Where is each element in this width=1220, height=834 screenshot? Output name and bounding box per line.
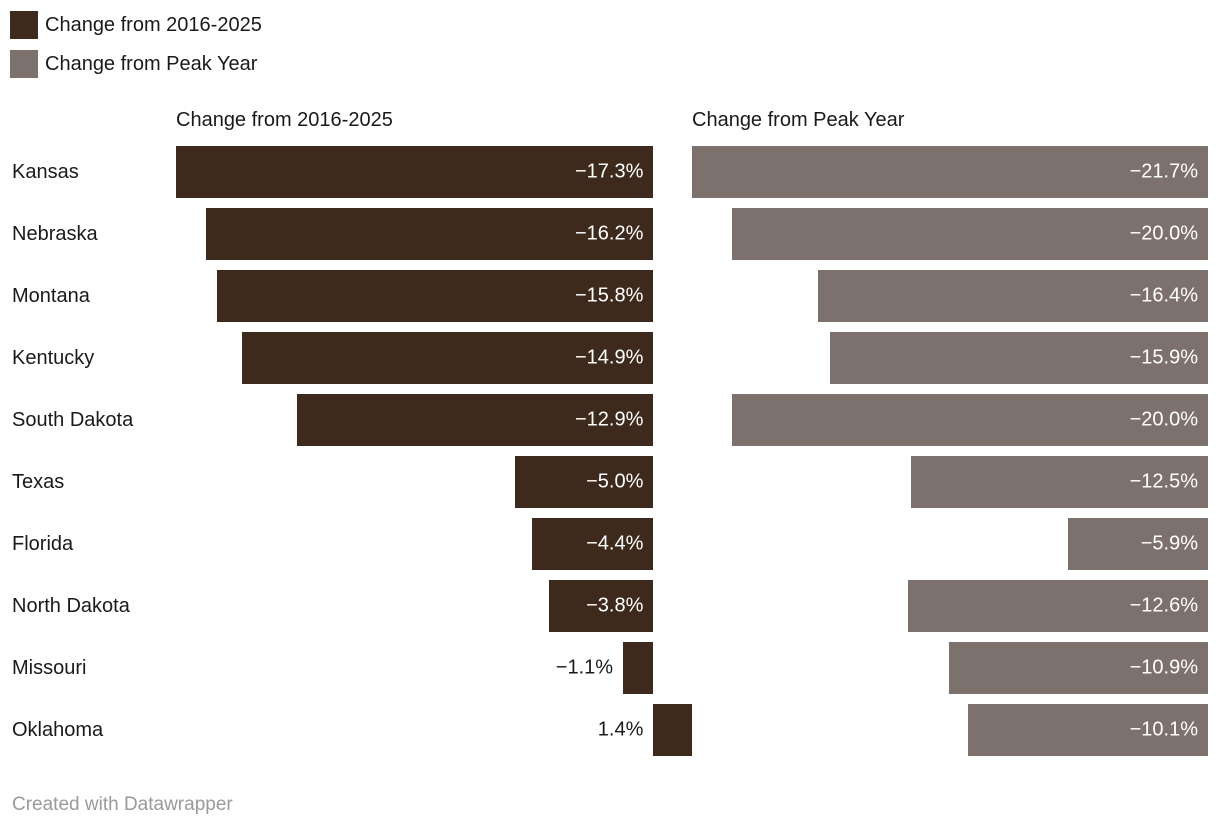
- chart-row: Kentucky −14.9% −15.9%: [0, 332, 1220, 384]
- chart-row: Kansas −17.3% −21.7%: [0, 146, 1220, 198]
- chart-row: North Dakota −3.8% −12.6%: [0, 580, 1220, 632]
- bar-value-label: −15.8%: [574, 284, 644, 307]
- panel-change-from-peak-year: −15.9%: [692, 332, 1208, 384]
- category-label: Florida: [12, 532, 74, 555]
- bar-change-from-peak-year: [908, 580, 1208, 632]
- bar-change-from-2016-2025: [653, 704, 692, 756]
- chart-row: Florida −4.4% −5.9%: [0, 518, 1220, 570]
- bar-change-from-peak-year: [732, 394, 1208, 446]
- panel-change-from-peak-year: −20.0%: [692, 208, 1208, 260]
- bar-value-label: −16.4%: [1129, 284, 1198, 307]
- chart-row: Texas −5.0% −12.5%: [0, 456, 1220, 508]
- bar-value-label: −20.0%: [1129, 222, 1198, 245]
- bar-value-label: −5.0%: [586, 470, 644, 493]
- column-header-right: Change from Peak Year: [692, 109, 905, 131]
- legend-item-change-peak-year: Change from Peak Year: [10, 50, 1220, 78]
- panel-change-from-2016-2025: −17.3%: [176, 146, 692, 198]
- chart-rows: Kansas −17.3% −21.7% Nebraska −16.2% −20.0% Mo…: [0, 146, 1220, 756]
- bar-change-from-peak-year: [910, 456, 1208, 508]
- bar-value-label: −12.9%: [574, 408, 644, 431]
- panel-change-from-peak-year: −5.9%: [692, 518, 1208, 570]
- panel-change-from-peak-year: −12.5%: [692, 456, 1208, 508]
- legend-label: Change from 2016-2025: [45, 14, 262, 36]
- panel-change-from-2016-2025: −16.2%: [176, 208, 692, 260]
- category-label: Kentucky: [12, 346, 95, 369]
- bar-change-from-2016-2025: [217, 270, 654, 322]
- bar-change-from-peak-year: [818, 270, 1208, 322]
- panel-change-from-2016-2025: −1.1%: [176, 642, 692, 694]
- footer: Created with Datawrapper: [12, 794, 1220, 816]
- bar-change-from-2016-2025: [515, 456, 654, 508]
- panel-change-from-2016-2025: −12.9%: [176, 394, 692, 446]
- bar-value-label: −4.4%: [586, 532, 644, 555]
- bar-value-label: −21.7%: [1129, 160, 1198, 183]
- bar-value-label: −14.9%: [574, 346, 644, 369]
- datawrapper-credit-link[interactable]: Created with Datawrapper: [12, 794, 233, 815]
- panel-change-from-peak-year: −10.9%: [692, 642, 1208, 694]
- panel-change-from-2016-2025: 1.4%: [176, 704, 692, 756]
- bar-value-label: −20.0%: [1129, 408, 1198, 431]
- bar-value-label: −15.9%: [1129, 346, 1198, 369]
- legend: Change from 2016-2025 Change from Peak Y…: [0, 0, 1220, 78]
- panel-change-from-peak-year: −10.1%: [692, 704, 1208, 756]
- bar-change-from-peak-year: [692, 146, 1208, 198]
- bar-change-from-peak-year: [732, 208, 1208, 260]
- bar-change-from-2016-2025: [548, 580, 654, 632]
- chart-row: Nebraska −16.2% −20.0%: [0, 208, 1220, 260]
- bar-value-label: −3.8%: [586, 594, 644, 617]
- bar-change-from-peak-year: [829, 332, 1208, 384]
- bar-value-label: −5.9%: [1140, 532, 1198, 555]
- panel-change-from-2016-2025: −15.8%: [176, 270, 692, 322]
- category-label: Missouri: [12, 656, 87, 679]
- chart-row: Montana −15.8% −16.4%: [0, 270, 1220, 322]
- legend-item-change-2016-2025: Change from 2016-2025: [10, 11, 1220, 39]
- category-label: South Dakota: [12, 408, 134, 431]
- bar-value-label: −17.3%: [574, 160, 644, 183]
- bar-change-from-peak-year: [1067, 518, 1208, 570]
- category-label: Kansas: [12, 160, 79, 183]
- bar-value-label: −10.1%: [1129, 718, 1198, 741]
- bar-change-from-2016-2025: [176, 146, 654, 198]
- bar-change-from-peak-year: [948, 642, 1208, 694]
- legend-label: Change from Peak Year: [45, 53, 258, 75]
- category-label: Nebraska: [12, 222, 98, 245]
- panel-change-from-2016-2025: −4.4%: [176, 518, 692, 570]
- column-header-spacer: [0, 107, 176, 133]
- bar-change-from-2016-2025: [206, 208, 654, 260]
- panel-change-from-peak-year: −21.7%: [692, 146, 1208, 198]
- bar-value-label: −12.6%: [1129, 594, 1198, 617]
- bar-change-from-2016-2025: [623, 642, 654, 694]
- bar-value-label: 1.4%: [597, 718, 644, 741]
- bar-change-from-2016-2025: [297, 394, 654, 446]
- bar-change-from-2016-2025: [242, 332, 654, 384]
- category-label: North Dakota: [12, 594, 130, 617]
- legend-swatch-change-2016-2025: [10, 11, 38, 39]
- category-label: Oklahoma: [12, 718, 104, 741]
- category-label: Texas: [12, 470, 65, 493]
- legend-swatch-change-peak-year: [10, 50, 38, 78]
- bar-change-from-peak-year: [967, 704, 1208, 756]
- bar-value-label: −12.5%: [1129, 470, 1198, 493]
- panel-change-from-2016-2025: −5.0%: [176, 456, 692, 508]
- panel-change-from-peak-year: −20.0%: [692, 394, 1208, 446]
- chart-row: Oklahoma 1.4% −10.1%: [0, 704, 1220, 756]
- chart-row: Missouri −1.1% −10.9%: [0, 642, 1220, 694]
- column-header-left: Change from 2016-2025: [176, 109, 393, 131]
- bar-value-label: −1.1%: [555, 656, 614, 679]
- panel-change-from-peak-year: −16.4%: [692, 270, 1208, 322]
- chart-row: South Dakota −12.9% −20.0%: [0, 394, 1220, 446]
- column-headers: Change from 2016-2025 Change from Peak Y…: [0, 107, 1220, 133]
- panel-change-from-peak-year: −12.6%: [692, 580, 1208, 632]
- bar-value-label: −16.2%: [574, 222, 644, 245]
- panel-change-from-2016-2025: −14.9%: [176, 332, 692, 384]
- bar-change-from-2016-2025: [531, 518, 654, 570]
- panel-change-from-2016-2025: −3.8%: [176, 580, 692, 632]
- bar-value-label: −10.9%: [1129, 656, 1198, 679]
- category-label: Montana: [12, 284, 90, 307]
